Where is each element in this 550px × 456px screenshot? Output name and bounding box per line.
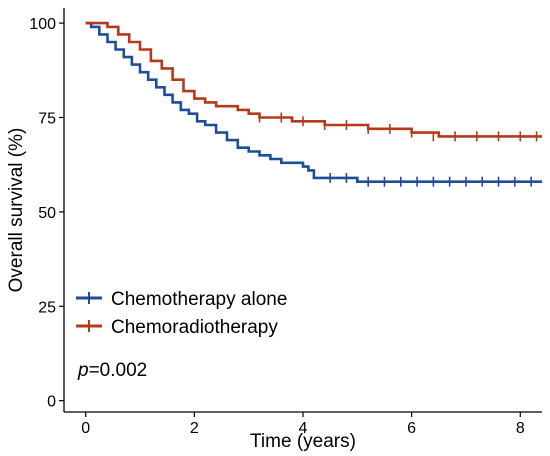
x-tick-label: 4 [299,420,308,437]
y-tick-label: 100 [29,16,56,33]
y-ticks: 0 25 50 75 100 [29,16,64,411]
y-tick-label: 25 [38,299,56,316]
p-value-symbol: p [77,360,89,381]
x-tick-label: 0 [81,420,90,437]
legend-label-1: Chemoradiotherapy [111,317,278,338]
x-tick-label: 2 [190,420,199,437]
plot-area [85,21,542,187]
legend: Chemotherapy alone Chemoradiotherapy [76,289,287,338]
x-ticks: 0 2 4 6 8 [81,412,525,437]
y-tick-label: 0 [47,394,56,411]
p-value-annotation: p=0.002 [77,360,147,381]
y-tick-label: 75 [38,110,56,127]
x-tick-label: 6 [407,420,416,437]
x-tick-label: 8 [516,420,525,437]
series-line-0 [85,21,542,183]
p-value-text: =0.002 [89,360,148,381]
y-tick-label: 50 [38,205,56,222]
y-axis-title: Overall survival (%) [6,128,27,293]
legend-label-0: Chemotherapy alone [111,289,287,310]
series-line-1 [85,21,542,138]
x-axis-title: Time (years) [250,431,356,452]
